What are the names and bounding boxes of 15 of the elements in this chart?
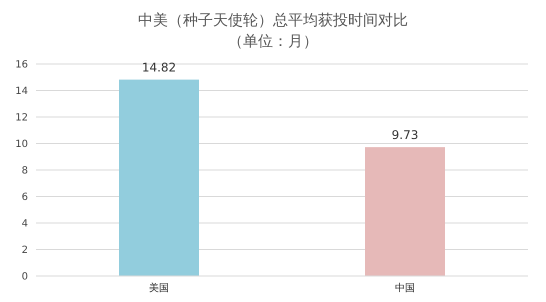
chart-subtitle: （单位：月） xyxy=(227,31,319,52)
y-tick-label: 8 xyxy=(22,166,28,177)
y-tick-label: 16 xyxy=(15,60,28,71)
y-tick-label: 4 xyxy=(22,218,28,230)
x-tick-label: 美国 xyxy=(149,282,169,294)
y-tick-label: 12 xyxy=(15,112,28,124)
y-tick-label: 6 xyxy=(22,192,28,204)
y-tick-label: 14 xyxy=(15,86,28,98)
chart-title: 中美（种子天使轮）总平均获投时间对比 xyxy=(137,10,409,31)
y-tick-label: 2 xyxy=(22,245,28,256)
y-tick-label: 0 xyxy=(22,272,28,283)
data-label: 14.82 xyxy=(142,60,176,75)
x-tick-label: 中国 xyxy=(395,282,415,294)
data-label: 9.73 xyxy=(392,128,418,142)
y-tick-label: 10 xyxy=(15,139,28,150)
